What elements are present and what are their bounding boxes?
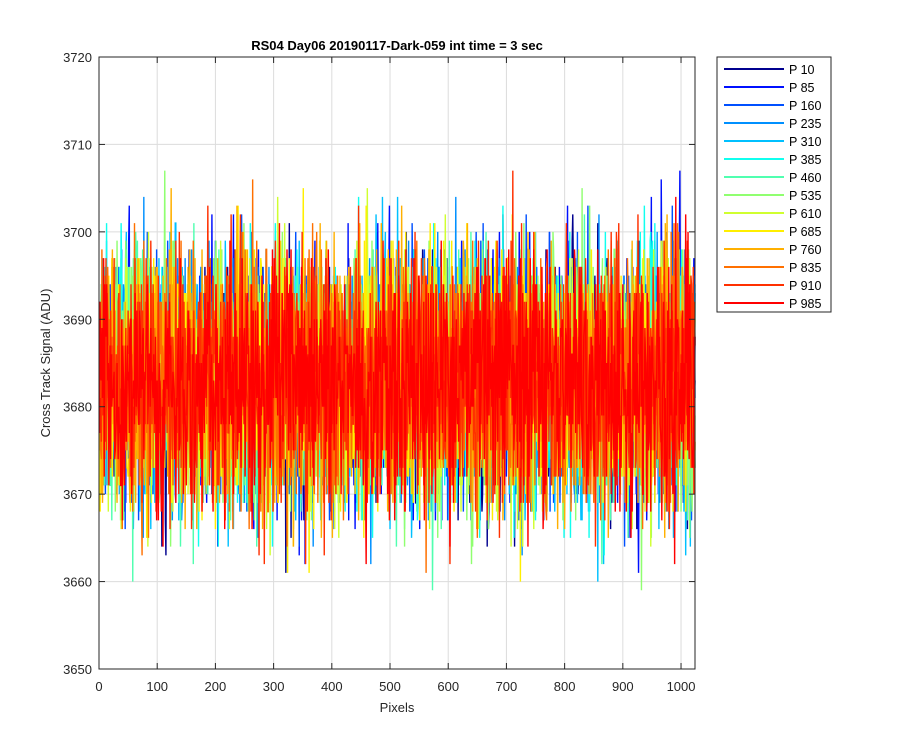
y-tick-label: 3710	[63, 137, 92, 152]
legend-label: P 835	[789, 261, 821, 275]
y-tick-label: 3670	[63, 487, 92, 502]
y-tick-label: 3720	[63, 50, 92, 65]
chart-title: RS04 Day06 20190117-Dark-059 int time = …	[251, 38, 543, 53]
legend: P 10 P 85 P 160 P 235 P 310 P 385 P 460 P 535 P …	[716, 56, 832, 313]
x-tick-label: 200	[205, 679, 227, 694]
x-tick-label: 900	[612, 679, 634, 694]
legend-label: P 610	[789, 207, 821, 221]
legend-box	[716, 56, 832, 313]
plot-area	[98, 170, 696, 591]
legend-label: P 760	[789, 243, 821, 257]
y-tick-label: 3650	[63, 662, 92, 677]
x-tick-label: 600	[437, 679, 459, 694]
legend-label: P 535	[789, 189, 821, 203]
x-axis-label: Pixels	[380, 700, 415, 715]
x-tick-label: 0	[95, 679, 102, 694]
legend-label: P 235	[789, 117, 821, 131]
y-tick-label: 3660	[63, 575, 92, 590]
legend-label: P 85	[789, 81, 815, 95]
x-tick-label: 100	[146, 679, 168, 694]
x-tick-label: 400	[321, 679, 343, 694]
legend-label: P 385	[789, 153, 821, 167]
x-tick-label: 500	[379, 679, 401, 694]
x-tick-label: 1000	[667, 679, 696, 694]
series-line-p985	[98, 196, 696, 565]
y-axis-label: Cross Track Signal (ADU)	[38, 289, 53, 438]
legend-label: P 985	[789, 297, 821, 311]
legend-label: P 910	[789, 279, 821, 293]
x-tick-label: 300	[263, 679, 285, 694]
y-tick-label: 3700	[63, 225, 92, 240]
axis-ticks: 0 100 200 300 400 500 600 700 800 900 1000 3650 3660…	[63, 50, 695, 694]
legend-label: P 10	[789, 63, 815, 77]
y-tick-label: 3680	[63, 400, 92, 415]
plot-frame	[98, 56, 696, 670]
y-tick-label: 3690	[63, 312, 92, 327]
legend-label: P 460	[789, 171, 821, 185]
x-tick-label: 800	[554, 679, 576, 694]
legend-label: P 160	[789, 99, 821, 113]
legend-label: P 310	[789, 135, 821, 149]
x-tick-label: 700	[496, 679, 518, 694]
legend-label: P 685	[789, 225, 821, 239]
